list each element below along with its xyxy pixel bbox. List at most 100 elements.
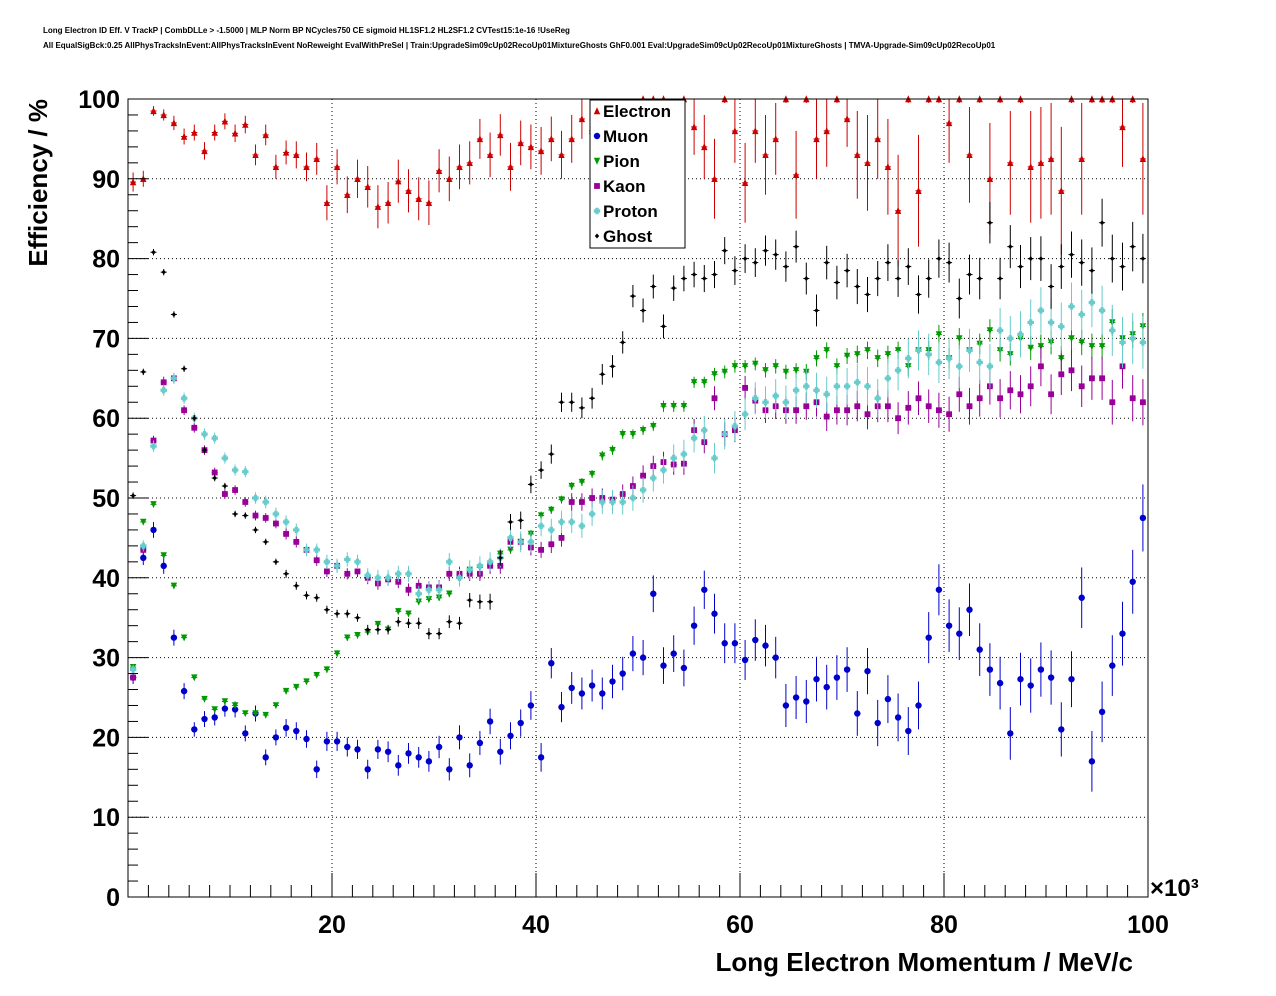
kaon-marker [313,557,320,564]
ghost-marker [875,276,880,282]
pion-point [639,425,647,435]
electron-marker [894,207,902,214]
proton-marker [456,574,463,581]
pion-point [558,495,565,504]
pion-point [854,345,861,364]
chart-title-line-1: Long Electron ID Eff. V TrackP | CombDLL… [43,26,570,35]
muon-marker [282,724,290,732]
proton-marker [599,498,606,506]
pion-marker [191,674,198,682]
ghost-marker [130,493,136,499]
y-tick-label: 90 [92,166,120,194]
muon-point [588,669,596,702]
ghost-marker [865,292,870,298]
ghost-marker [457,620,462,626]
muon-point [996,656,1004,710]
proton-marker [996,327,1004,334]
kaon-marker [956,391,963,398]
kaon-marker [895,415,901,422]
ghost-point [629,284,636,308]
ghost-marker [487,599,493,605]
pion-point [568,482,575,491]
muon-marker [211,714,218,721]
muon-point [435,735,443,759]
muon-point [1037,642,1045,697]
kaon-marker [1129,395,1136,402]
proton-point [976,340,983,384]
pion-point [293,683,300,691]
proton-point [1037,287,1045,334]
ghost-marker [304,592,309,598]
proton-point [660,456,667,484]
y-tick-label: 30 [92,645,120,673]
pion-point [221,698,229,706]
muon-point [466,753,473,778]
muon-point [945,599,953,653]
muon-marker [293,727,300,735]
electron-point [231,124,239,143]
ghost-marker [192,415,197,421]
proton-point [333,558,341,574]
muon-marker [609,678,616,685]
proton-marker [150,442,157,450]
ghost-point [731,256,738,285]
kaon-marker [1038,363,1044,370]
proton-point [486,552,494,572]
muon-marker [772,654,779,661]
electron-marker [211,128,218,136]
ghost-marker [579,405,585,411]
pion-point [823,342,830,359]
ghost-marker [834,280,840,286]
legend-label-pion: Pion [603,152,640,171]
proton-point [670,444,677,472]
pion-marker [140,518,147,526]
ghost-marker [1048,284,1054,290]
proton-marker [221,454,229,462]
electron-point [1007,110,1014,215]
ghost-marker [1059,264,1064,270]
pion-point [446,590,453,598]
ghost-marker [538,467,544,473]
proton-marker [782,399,790,406]
muon-marker [456,734,463,741]
ghost-marker [742,256,748,262]
ghost-marker [722,248,727,254]
muon-point [629,636,637,672]
ghost-marker [763,248,768,254]
pion-point [935,324,943,344]
electron-marker [1007,159,1014,167]
proton-marker [282,518,290,526]
muon-point [1088,731,1096,792]
pion-point [752,357,759,371]
pion-marker [741,363,749,371]
ghost-marker [365,627,370,633]
muon-point [425,750,433,772]
proton-marker [874,395,881,402]
kaon-series [130,343,1146,682]
legend-label-electron: Electron [603,102,671,121]
proton-point [721,418,728,450]
electron-marker [762,151,769,159]
muon-point [660,647,667,684]
proton-point [945,337,953,380]
legend-entry-ghost: Ghost [594,227,652,246]
ghost-marker [946,260,952,266]
proton-point [752,382,759,415]
proton-marker [966,347,973,354]
ghost-point [140,368,147,376]
proton-point [792,373,800,408]
proton-point [466,560,473,580]
muon-point [1078,567,1085,629]
ghost-marker [181,366,187,372]
electron-point [945,99,953,163]
electron-point [405,169,412,213]
pion-marker [772,363,779,371]
electron-point [476,118,484,159]
proton-marker [905,355,912,362]
pion-marker [670,403,677,410]
muon-point [741,640,749,680]
pion-point [660,400,667,412]
proton-point [588,501,596,526]
electron-point [364,166,371,208]
kaon-marker [252,512,259,519]
